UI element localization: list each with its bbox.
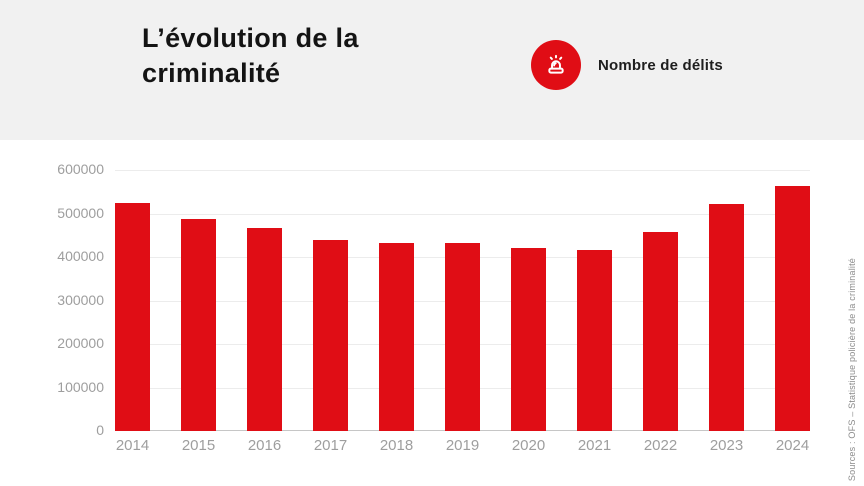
x-axis-tick-label: 2018 (379, 437, 414, 454)
gridline (115, 213, 810, 215)
x-axis-tick-label: 2015 (181, 437, 216, 454)
x-axis-tick-label: 2023 (709, 437, 744, 454)
x-axis-tick-label: 2017 (313, 437, 348, 454)
y-axis-tick-label: 300000 (57, 291, 104, 308)
bar-2016[interactable] (247, 228, 282, 431)
x-axis-tick-label: 2020 (511, 437, 546, 454)
legend-label: Nombre de délits (598, 56, 723, 74)
legend-badge (531, 40, 581, 90)
source-note: Sources : OFS – Statistique policière de… (847, 257, 857, 481)
plot-area (115, 170, 810, 431)
y-axis-tick-label: 500000 (57, 204, 104, 221)
bar-2017[interactable] (313, 240, 348, 431)
x-axis-tick-label: 2014 (115, 437, 150, 454)
bar-2015[interactable] (181, 219, 216, 431)
page-title: L’évolution de la criminalité (142, 23, 359, 88)
header: L’évolution de la criminalité (0, 0, 864, 140)
x-axis-tick-label: 2019 (445, 437, 480, 454)
x-axis-tick-label: 2024 (775, 437, 810, 454)
y-axis-tick-label: 600000 (57, 161, 104, 177)
bar-2020[interactable] (511, 247, 546, 431)
bar-2021[interactable] (577, 250, 612, 431)
bar-2024[interactable] (775, 186, 810, 431)
y-axis-tick-label: 200000 (57, 335, 104, 351)
x-axis-tick-label: 2021 (577, 437, 612, 454)
bar-2023[interactable] (709, 203, 744, 431)
bar-2014[interactable] (115, 202, 150, 431)
bar-2019[interactable] (445, 243, 480, 431)
bar-2022[interactable] (643, 231, 678, 431)
x-axis-tick-label: 2022 (643, 437, 678, 454)
y-axis-tick-label: 100000 (57, 378, 104, 395)
bar-2018[interactable] (379, 242, 414, 431)
y-axis-tick-label: 0 (96, 422, 104, 438)
y-axis-tick-label: 400000 (57, 248, 104, 264)
gridline (115, 170, 810, 171)
x-axis-tick-label: 2016 (247, 437, 282, 454)
siren-icon (542, 51, 570, 79)
legend: Nombre de délits (531, 40, 723, 90)
